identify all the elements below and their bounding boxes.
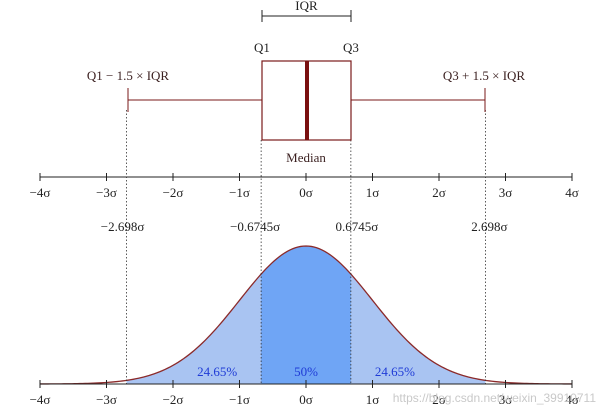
axis-tick-label: −1σ	[229, 185, 250, 200]
region-percentage-label: 50%	[294, 364, 318, 379]
axis-tick-label: 3σ	[499, 392, 513, 407]
axis-tick-label: −2σ	[163, 185, 184, 200]
marker-label: 0.6745σ	[335, 219, 378, 234]
axis-tick-label: −2σ	[163, 392, 184, 407]
marker-label: −0.6745σ	[230, 219, 280, 234]
q1-label: Q1	[254, 40, 270, 55]
axis-tick-label: −3σ	[96, 392, 117, 407]
axis-tick-label: 4σ	[565, 185, 579, 200]
axis-tick-label: 2σ	[432, 185, 446, 200]
marker-label: 2.698σ	[471, 219, 507, 234]
q3-label: Q3	[343, 40, 359, 55]
axis-tick-label: 1σ	[366, 392, 380, 407]
axis-tick-label: −4σ	[30, 185, 51, 200]
axis-tick-label: 4σ	[565, 392, 579, 407]
axis-tick-label: −4σ	[30, 392, 51, 407]
axis-tick-label: −1σ	[229, 392, 250, 407]
marker-labels: −2.698σ −0.6745σ 0.6745σ 2.698σ	[101, 219, 508, 234]
iqr-bracket: IQR	[261, 0, 352, 22]
axis-tick-label: 3σ	[499, 185, 513, 200]
lower-fence-label: Q1 − 1.5 × IQR	[87, 68, 170, 83]
watermark-text: https://blog.csdn.net/weixin_39910711	[393, 391, 597, 405]
dotted-guide-lines	[126, 110, 486, 384]
region-percentage-labels: 24.65% 50% 24.65%	[197, 364, 415, 379]
median-label: Median	[286, 150, 326, 165]
top-sigma-axis: −4σ −3σ −2σ −1σ 0σ 1σ 2σ 3σ 4σ	[30, 173, 579, 200]
iqr-label: IQR	[295, 0, 318, 13]
axis-tick-label: 1σ	[366, 185, 380, 200]
axis-tick-label: −3σ	[96, 185, 117, 200]
upper-fence-label: Q3 + 1.5 × IQR	[443, 68, 526, 83]
axis-tick-label: 2σ	[432, 392, 446, 407]
bottom-sigma-axis: −4σ −3σ −2σ −1σ 0σ 1σ 2σ 3σ 4σ	[30, 380, 579, 407]
axis-tick-label: 0σ	[299, 185, 313, 200]
region-percentage-label: 24.65%	[197, 364, 237, 379]
normal-curve	[40, 245, 572, 385]
axis-tick-label: 0σ	[299, 392, 313, 407]
interquartile-area	[261, 246, 351, 384]
marker-label: −2.698σ	[101, 219, 145, 234]
region-percentage-label: 24.65%	[375, 364, 415, 379]
whiskers	[127, 88, 486, 112]
